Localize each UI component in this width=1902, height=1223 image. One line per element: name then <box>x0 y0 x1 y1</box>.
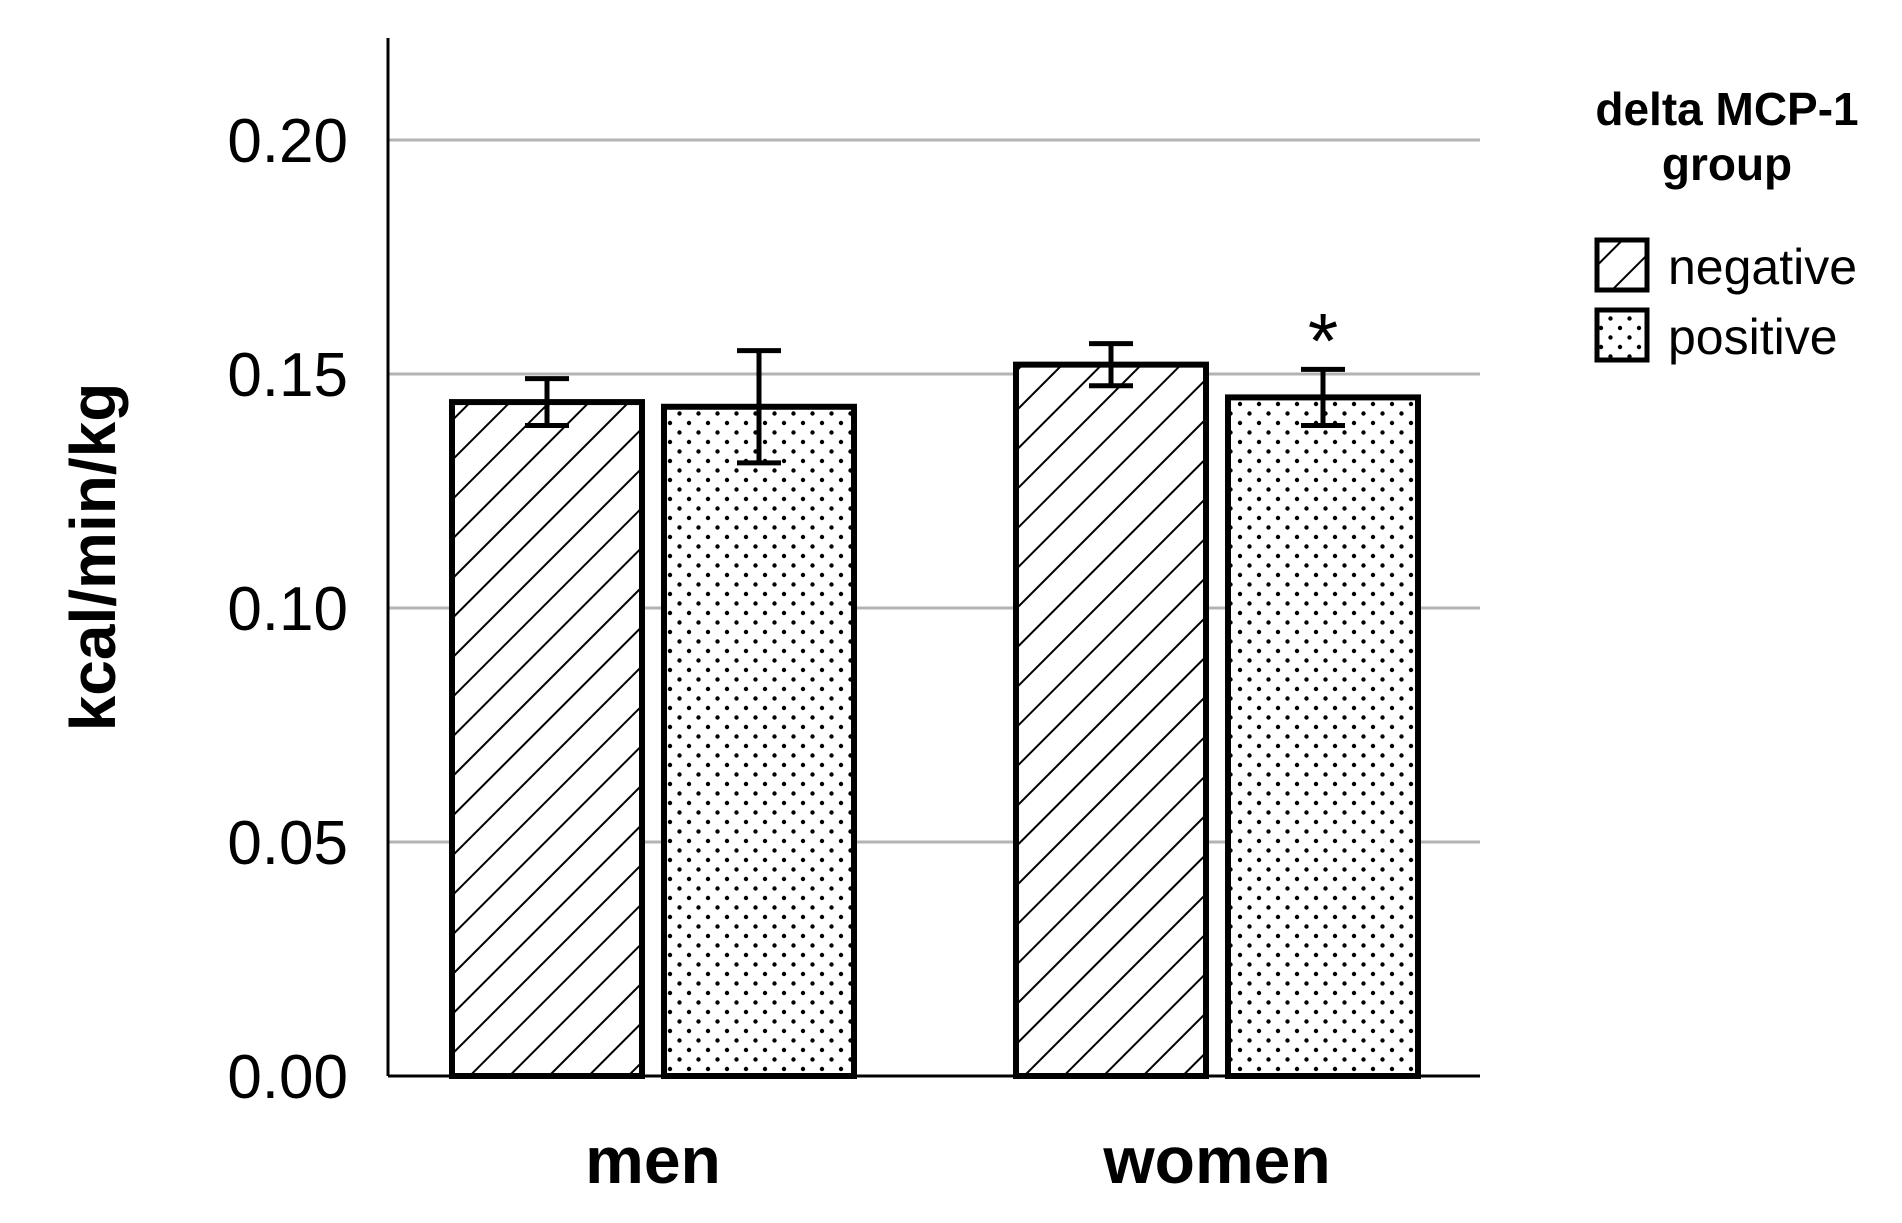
legend-title-line-2: group <box>1662 138 1792 190</box>
x-category-label: men <box>585 1123 721 1197</box>
legend-label-positive: positive <box>1668 309 1838 365</box>
bar-women-negative <box>1013 361 1209 1079</box>
legend: delta MCP-1 group negative positive <box>1594 83 1859 365</box>
bar-men-positive <box>661 403 857 1079</box>
y-tick-label: 0.15 <box>227 341 348 410</box>
legend-title-line-1: delta MCP-1 <box>1595 83 1858 135</box>
bar-men-negative <box>449 399 645 1079</box>
error-bar-men-negative <box>525 376 569 428</box>
bars <box>449 361 1421 1079</box>
x-category-labels: men women <box>585 1123 1331 1197</box>
significance-mark: * <box>1308 296 1338 384</box>
annotations: * <box>1308 296 1338 384</box>
legend-swatch-positive <box>1594 307 1650 363</box>
y-axis-label: kcal/min/kg <box>57 383 129 732</box>
x-category-label: women <box>1102 1123 1330 1197</box>
axes <box>386 38 1480 1078</box>
bar-women-positive <box>1225 394 1421 1079</box>
error-bar-men-positive <box>737 348 781 466</box>
error-bar-women-positive <box>1301 366 1345 428</box>
y-tick-label: 0.10 <box>227 575 348 644</box>
y-tick-labels: 0.00 0.05 0.10 0.15 0.20 <box>227 107 348 1112</box>
error-bar-women-negative <box>1089 341 1133 389</box>
y-tick-label: 0.00 <box>227 1043 348 1112</box>
error-bars <box>525 341 1345 466</box>
legend-swatch-negative <box>1594 237 1650 293</box>
legend-label-negative: negative <box>1668 239 1857 295</box>
y-tick-label: 0.20 <box>227 107 348 176</box>
y-tick-label: 0.05 <box>227 809 348 878</box>
